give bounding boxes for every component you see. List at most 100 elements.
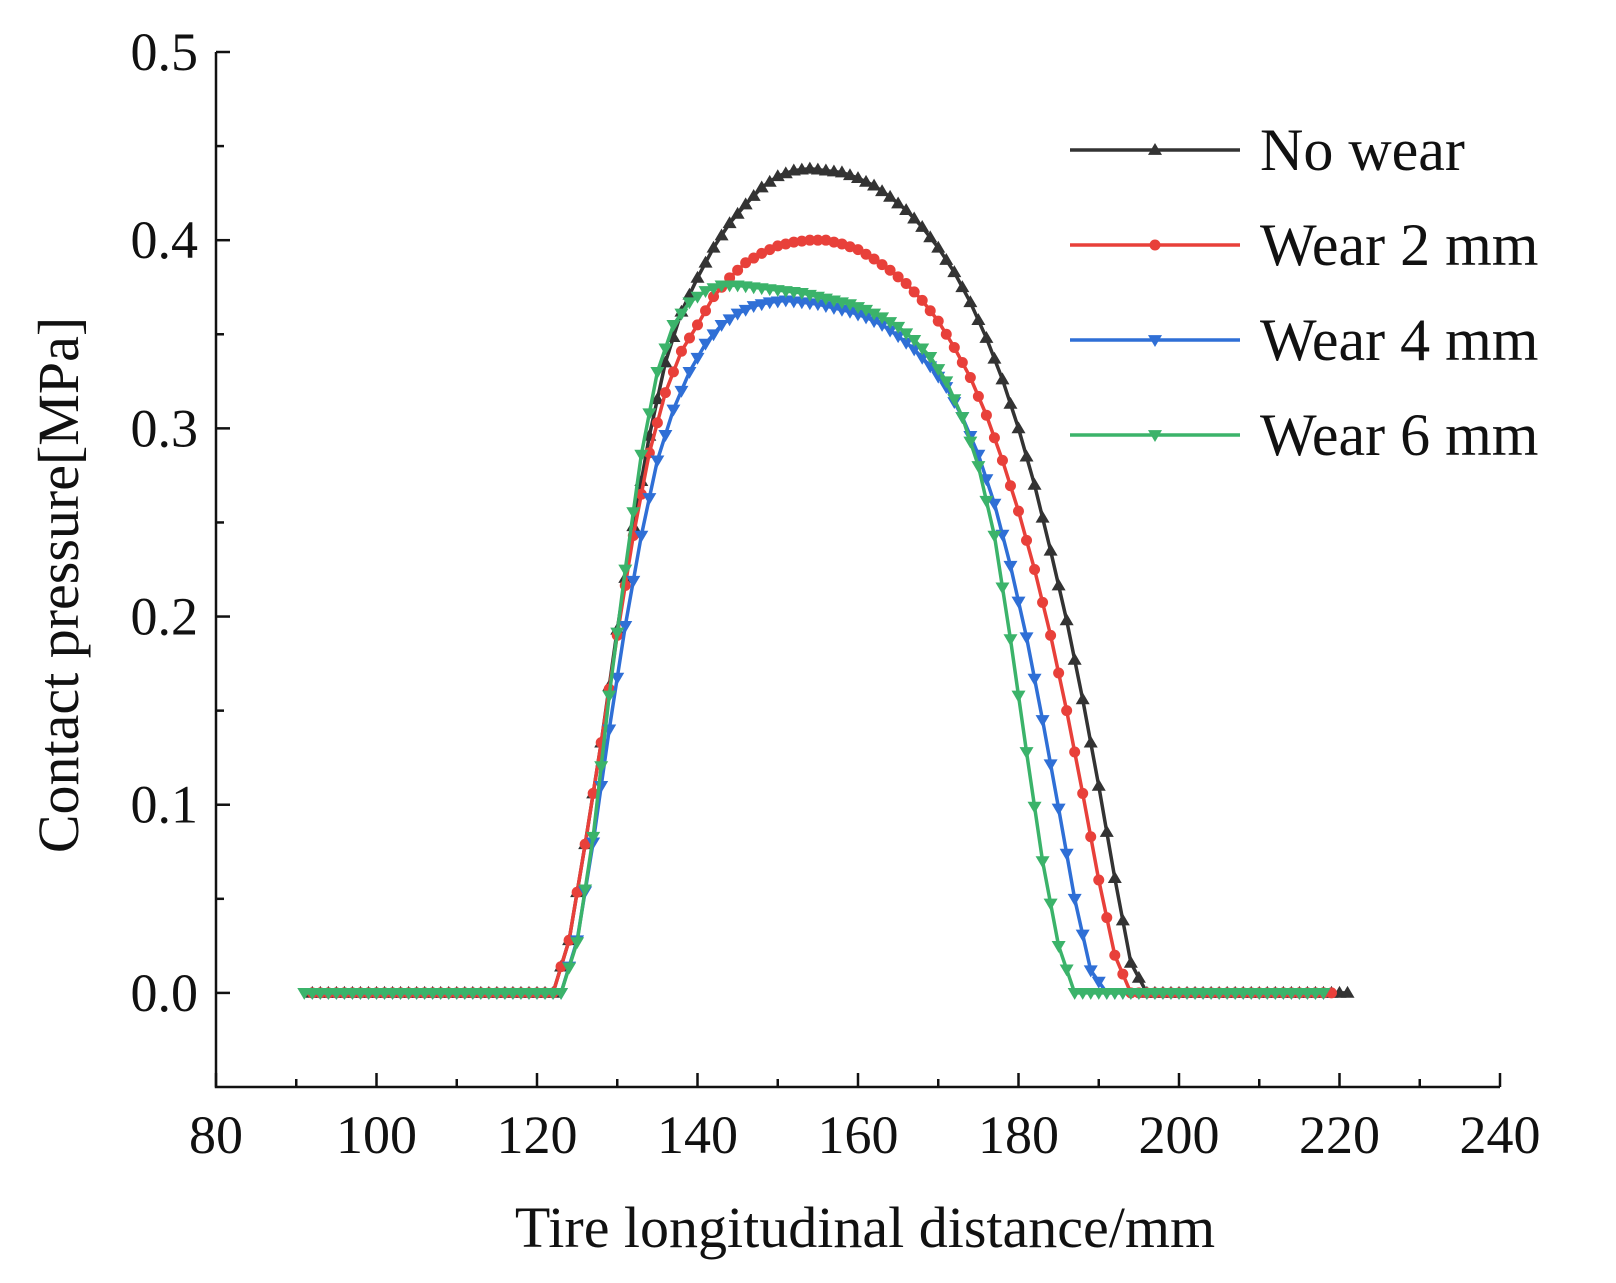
data-point (1059, 964, 1074, 977)
data-point (1013, 505, 1024, 517)
x-tick-label: 200 (1139, 1105, 1220, 1165)
data-point (875, 312, 890, 325)
data-point (706, 240, 721, 253)
data-point (1075, 692, 1090, 705)
data-point (1117, 968, 1129, 980)
legend-label: Wear 6 mm (1260, 402, 1538, 468)
axes: 80 100 120 140 160 180 200 220 240 0.0 0.1 0.2 0.3 0.… (131, 22, 1541, 1165)
data-point (675, 345, 687, 357)
data-point (867, 178, 882, 191)
data-point (692, 319, 703, 331)
data-point (955, 280, 970, 293)
data-point (956, 357, 968, 368)
data-point (979, 495, 994, 508)
data-point (860, 248, 872, 260)
data-point (859, 174, 874, 187)
data-point (908, 286, 920, 298)
data-point (995, 372, 1010, 385)
data-point (931, 364, 946, 377)
data-point (708, 291, 720, 303)
data-point (996, 454, 1008, 466)
data-point (1077, 787, 1089, 799)
data-point (642, 493, 657, 505)
data-point (634, 449, 649, 462)
data-point (610, 672, 625, 685)
data-point (987, 530, 1002, 543)
data-point (883, 189, 898, 202)
data-point (626, 507, 641, 520)
data-point (682, 367, 697, 379)
data-point (971, 313, 986, 326)
data-point (579, 838, 591, 850)
data-point (884, 264, 896, 276)
data-point (1051, 578, 1066, 591)
data-point (1003, 396, 1018, 409)
data-point (626, 575, 641, 588)
data-point (955, 412, 970, 425)
data-point (939, 252, 954, 265)
data-point (698, 255, 713, 268)
data-point (714, 319, 729, 332)
data-point (1027, 801, 1042, 814)
data-point (740, 257, 752, 269)
data-point (899, 337, 914, 350)
data-point (1043, 543, 1058, 556)
legend-item: Wear 4 mm (1070, 307, 1538, 373)
data-point (948, 341, 960, 353)
data-point (1083, 965, 1098, 978)
data-point (651, 417, 663, 429)
data-point (1059, 613, 1074, 626)
data-point (571, 886, 583, 898)
data-point (690, 270, 705, 283)
data-point (1109, 949, 1121, 961)
data-point (1037, 596, 1049, 608)
data-point (1029, 564, 1041, 575)
data-point (700, 305, 712, 317)
data-point (868, 253, 880, 265)
data-point (730, 308, 745, 321)
data-point (1067, 893, 1082, 906)
data-point (1051, 803, 1066, 816)
data-point (804, 234, 816, 246)
data-point (1019, 747, 1034, 760)
data-point (842, 168, 857, 181)
data-point (674, 308, 689, 321)
data-point (738, 197, 753, 210)
x-tick-label: 160 (818, 1105, 899, 1165)
data-point (1059, 848, 1074, 861)
data-point (1043, 759, 1058, 772)
data-point (635, 488, 647, 500)
x-tick-label: 220 (1299, 1105, 1380, 1165)
data-point (610, 627, 625, 640)
data-point (980, 409, 992, 421)
x-tick-label: 240 (1460, 1105, 1541, 1165)
data-point (852, 244, 864, 256)
data-point (754, 299, 769, 312)
data-point (1035, 856, 1050, 869)
series-wear-6-mm (297, 280, 1331, 1000)
data-point (682, 297, 697, 310)
legend-marker (1148, 143, 1162, 155)
data-point (924, 305, 936, 317)
data-point (642, 408, 657, 421)
data-point (987, 498, 1002, 511)
data-point (851, 171, 865, 183)
data-point (987, 351, 1002, 364)
data-point (883, 325, 898, 338)
data-point (706, 329, 721, 342)
data-point (586, 831, 601, 844)
data-point (972, 390, 984, 402)
data-point (1067, 652, 1082, 665)
data-point (923, 230, 938, 243)
data-point (667, 366, 679, 378)
data-point (1091, 778, 1106, 791)
data-point (964, 372, 976, 384)
legend-marker (1148, 335, 1162, 347)
data-point (963, 295, 978, 308)
data-point (1107, 871, 1122, 884)
legend-marker (1149, 239, 1161, 251)
data-point (947, 394, 962, 407)
data-point (1043, 898, 1058, 911)
data-point (1083, 735, 1098, 748)
data-point (1051, 940, 1066, 953)
